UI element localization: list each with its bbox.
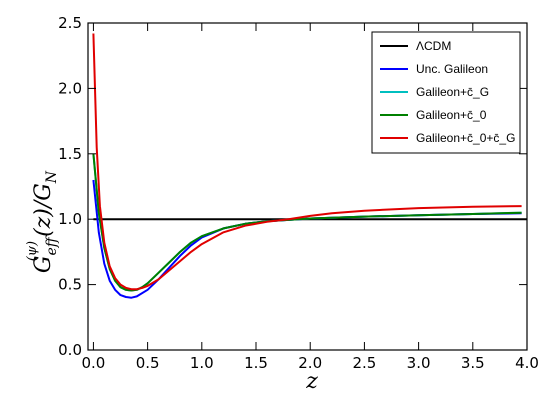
x-tick-label: 3.5 <box>461 354 485 372</box>
y-tick-label: 1.0 <box>58 210 82 228</box>
y-label-tail: (z)/G <box>31 183 56 237</box>
x-axis-label: z <box>305 369 318 394</box>
x-tick-label: 0.5 <box>136 354 160 372</box>
y-tick-label: 0.0 <box>58 341 82 359</box>
y-label-main: G <box>31 255 56 273</box>
ticks-layer: 0.0 0.5 1.0 1.5 2.0 2.5 3.0 3.5 4.0 0.0 0.5 1.0 1.5 2… <box>58 14 539 372</box>
x-tick-label: 1.5 <box>244 354 268 372</box>
y-tick-label: 2.5 <box>58 14 82 32</box>
y-tick-label: 2.0 <box>58 79 82 97</box>
legend-label: Unc. Galileon <box>416 62 488 76</box>
y-tick-label: 1.5 <box>58 145 82 163</box>
x-tick-label: 3.0 <box>407 354 431 372</box>
series-line-3 <box>92 153 522 292</box>
legend-label: Galileon+c̄_G <box>416 85 489 99</box>
series-line-4 <box>92 33 522 291</box>
series-layer <box>92 33 527 299</box>
legend-label: Galileon+c̄_0 <box>416 108 487 122</box>
legend: ΛCDM Unc. Galileon Galileon+c̄_G Galileon+c… <box>371 31 521 154</box>
y-label-sup: (ψ) <box>25 241 40 261</box>
x-tick-label: 1.0 <box>190 354 214 372</box>
y-label-tail-sub: N <box>44 170 60 184</box>
y-tick-label: 0.5 <box>58 276 82 294</box>
legend-label: Galileon+c̄_0+c̄_G <box>416 131 515 145</box>
x-tick-label: 2.5 <box>352 354 376 372</box>
y-axis-label: Geff (ψ) (z)/GN <box>25 170 60 273</box>
y-label-sub: eff <box>44 235 60 255</box>
x-tick-label: 0.0 <box>81 354 105 372</box>
svg-text:Geff(ψ)(z)/GN: Geff (ψ) (z)/GN <box>25 170 60 273</box>
x-tick-label: 4.0 <box>515 354 539 372</box>
x-tick-label: 2.0 <box>298 354 322 372</box>
legend-label: ΛCDM <box>416 39 451 53</box>
